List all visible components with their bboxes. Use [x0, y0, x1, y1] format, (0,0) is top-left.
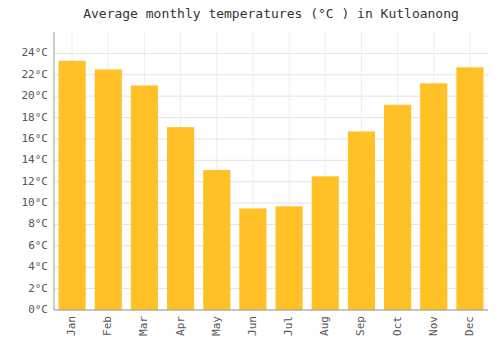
bar — [456, 67, 483, 310]
y-tick-label: 0°C — [28, 303, 48, 316]
y-tick-label: 10°C — [22, 196, 49, 209]
bar — [348, 131, 375, 310]
bar — [312, 176, 339, 310]
y-tick-label: 12°C — [22, 175, 49, 188]
x-tick-label: Sep — [354, 316, 367, 336]
x-tick-label: Jun — [246, 316, 259, 336]
y-tick-label: 22°C — [22, 68, 49, 81]
bar — [420, 83, 447, 310]
x-tick-labels: Jan Feb Mar Apr May Jun Jul Aug Sep Oct Nov Dec — [65, 316, 476, 336]
x-tick-label: Oct — [391, 316, 404, 336]
bar — [95, 69, 122, 310]
bar — [59, 61, 86, 310]
title: Average monthly temperatures (°C ) in Ku… — [83, 6, 459, 21]
bars — [59, 61, 484, 310]
x-tick-label: Feb — [101, 316, 114, 336]
y-tick-labels: 0°C 2°C 4°C 6°C 8°C 10°C 12°C 14°C 16°C 18°C 20°C 2… — [22, 46, 49, 316]
bar — [384, 105, 411, 310]
y-tick-label: 8°C — [28, 217, 48, 230]
x-axis-line — [54, 310, 488, 311]
y-grid-line — [54, 310, 488, 311]
y-tick-label: 4°C — [28, 260, 48, 273]
y-grid-line — [54, 53, 488, 54]
y-tick-label: 6°C — [28, 239, 48, 252]
x-tick-label: May — [210, 316, 223, 336]
y-tick-label: 24°C — [22, 46, 49, 59]
grid — [54, 32, 488, 310]
bar — [167, 127, 194, 310]
x-tick-label: Nov — [427, 316, 440, 336]
y-tick-label: 20°C — [22, 89, 49, 102]
y-tick-label: 18°C — [22, 111, 49, 124]
bar — [131, 85, 158, 310]
x-tick-label: Aug — [318, 316, 331, 336]
bar — [276, 206, 303, 310]
bar — [239, 208, 266, 310]
x-tick-label: Apr — [174, 316, 187, 336]
x-tick-label: Jan — [65, 316, 78, 336]
bar — [203, 170, 230, 310]
y-tick-label: 14°C — [22, 153, 49, 166]
y-axis-line — [54, 32, 55, 310]
y-tick-label: 2°C — [28, 282, 48, 295]
x-tick-label: Jul — [282, 316, 295, 336]
x-tick-label: Dec — [463, 316, 476, 336]
chart: 0°C 2°C 4°C 6°C 8°C 10°C 12°C 14°C 16°C 18°C 20°C 2… — [0, 0, 500, 350]
x-tick-label: Mar — [137, 316, 150, 336]
y-tick-label: 16°C — [22, 132, 49, 145]
